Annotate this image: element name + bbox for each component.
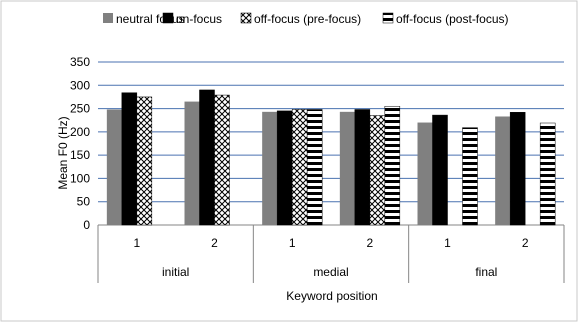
bar bbox=[509, 112, 526, 226]
y-axis-title: Mean F0 (Hz) bbox=[56, 116, 70, 189]
x-axis-title: Keyword position bbox=[286, 289, 377, 303]
bar bbox=[369, 115, 386, 226]
bar bbox=[276, 110, 293, 226]
x-tick-label: 2 bbox=[211, 236, 218, 250]
x-tick-label: 1 bbox=[444, 236, 451, 250]
legend-label: on-focus bbox=[176, 12, 222, 26]
x-group-label: final bbox=[475, 265, 497, 279]
bar bbox=[339, 111, 355, 225]
y-tick-label: 200 bbox=[70, 125, 90, 139]
bar bbox=[417, 122, 433, 225]
axes bbox=[97, 224, 565, 283]
y-tick-label: 350 bbox=[70, 55, 90, 69]
grid bbox=[98, 61, 564, 203]
bar bbox=[539, 122, 556, 226]
bar bbox=[136, 96, 153, 226]
bar bbox=[432, 114, 448, 226]
x-group-label: medial bbox=[313, 265, 348, 279]
bar bbox=[199, 89, 215, 226]
y-tick-label: 150 bbox=[70, 148, 90, 162]
bar bbox=[184, 101, 200, 225]
legend-swatch bbox=[240, 12, 252, 24]
labels: 0 50 100 150 200 250 300 350 1 2 initial 1 2 medial 1 2… bbox=[70, 55, 529, 279]
legend-swatch bbox=[103, 13, 113, 23]
legend-label: neutral focus bbox=[116, 12, 185, 26]
legend-swatch bbox=[162, 12, 174, 24]
bar bbox=[306, 109, 323, 226]
bar bbox=[262, 111, 278, 225]
bar bbox=[384, 105, 401, 226]
legend-label: off-focus (post-focus) bbox=[396, 12, 509, 26]
y-tick-label: 250 bbox=[70, 102, 90, 116]
x-tick-label: 1 bbox=[133, 236, 140, 250]
x-tick-label: 1 bbox=[289, 236, 296, 250]
bar bbox=[495, 116, 511, 225]
y-tick-label: 100 bbox=[70, 171, 90, 185]
x-tick-label: 2 bbox=[366, 236, 373, 250]
x-tick-label: 2 bbox=[522, 236, 529, 250]
x-group-label: initial bbox=[162, 265, 189, 279]
bar bbox=[214, 94, 230, 226]
y-tick-label: 300 bbox=[70, 78, 90, 92]
bar bbox=[106, 109, 122, 225]
bar bbox=[291, 109, 308, 226]
bar bbox=[462, 127, 478, 226]
bar bbox=[354, 109, 371, 226]
legend-label: off-focus (pre-focus) bbox=[254, 12, 361, 26]
y-tick-label: 0 bbox=[83, 218, 90, 232]
y-tick-label: 50 bbox=[77, 195, 91, 209]
bar bbox=[121, 92, 138, 226]
bars bbox=[106, 89, 556, 226]
legend-swatch bbox=[382, 12, 394, 24]
